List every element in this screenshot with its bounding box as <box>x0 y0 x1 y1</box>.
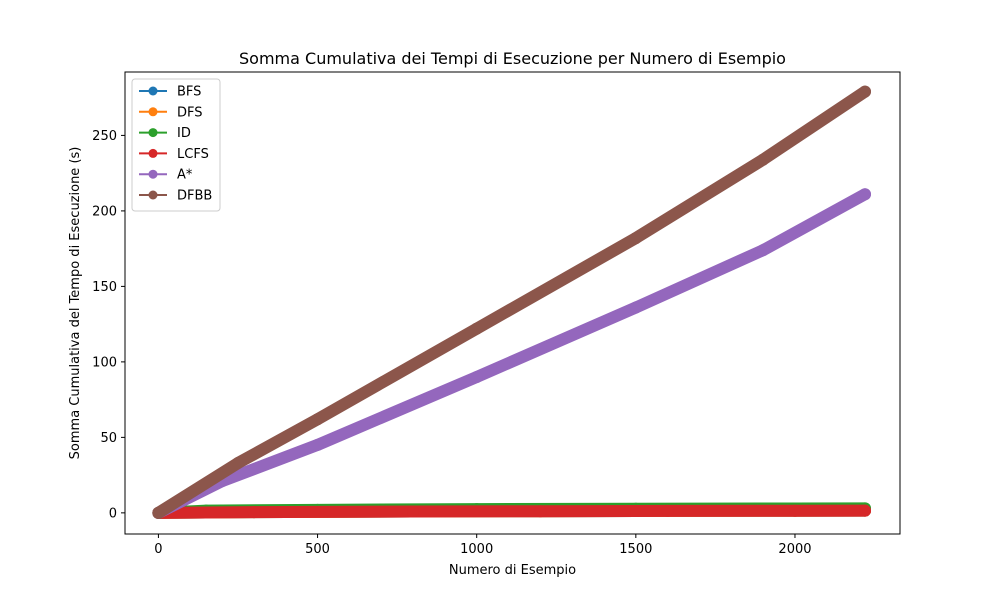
legend-swatch-marker <box>148 148 158 158</box>
x-ticks: 0 500 1000 1500 2000 <box>154 534 812 557</box>
data-point <box>629 232 642 245</box>
legend-item: DFBB <box>139 189 212 204</box>
legend-item: ID <box>139 126 191 141</box>
legend: BFS DFS ID LCFS A* DFBB <box>131 78 221 212</box>
data-point <box>247 506 260 519</box>
legend-label: DFS <box>177 105 203 120</box>
plot-frame <box>124 71 901 535</box>
y-tick-label: 0 <box>109 506 117 521</box>
data-point <box>152 506 165 519</box>
y-tick-label: 200 <box>92 204 117 219</box>
x-axis-label: Numero di Esempio <box>449 563 576 578</box>
legend-label: BFS <box>177 85 201 100</box>
data-point <box>858 504 871 517</box>
y-tick-label: 50 <box>100 431 117 446</box>
legend-item: DFS <box>139 105 203 120</box>
y-axis-label: Somma Cumulativa del Tempo di Esecuzione… <box>68 147 83 460</box>
series-layer <box>152 85 871 519</box>
data-point <box>757 244 770 257</box>
data-point <box>661 504 674 517</box>
data-point <box>788 504 801 517</box>
legend-item: BFS <box>139 85 201 100</box>
data-point <box>534 505 547 518</box>
legend-swatch-marker <box>148 128 158 138</box>
x-tick-label: 1000 <box>460 542 493 557</box>
y-tick-label: 100 <box>92 355 117 370</box>
data-point <box>470 322 483 335</box>
data-point <box>311 413 324 426</box>
legend-item: LCFS <box>139 147 209 162</box>
series-a- <box>152 188 871 519</box>
series-lcfs <box>152 504 871 519</box>
legend-label: LCFS <box>177 147 209 162</box>
series-line <box>152 188 871 519</box>
data-point <box>311 438 324 451</box>
legend-label: A* <box>177 168 193 183</box>
data-point <box>407 505 420 518</box>
legend-item: A* <box>139 168 193 183</box>
y-tick-label: 250 <box>92 129 117 144</box>
data-point <box>757 153 770 166</box>
series-line <box>152 504 871 519</box>
x-tick-label: 2000 <box>778 542 811 557</box>
data-point <box>858 85 871 98</box>
legend-swatch-marker <box>148 190 158 200</box>
legend-swatch-marker <box>148 86 158 96</box>
legend-swatch-marker <box>148 169 158 179</box>
legend-label: ID <box>177 126 191 141</box>
data-point <box>470 370 483 383</box>
data-point <box>231 457 244 470</box>
y-ticks: 0 50 100 150 200 250 <box>92 129 125 521</box>
series-dfbb <box>152 85 871 519</box>
data-point <box>858 188 871 201</box>
data-point <box>629 301 642 314</box>
x-tick-label: 1500 <box>619 542 652 557</box>
series-line <box>152 85 871 519</box>
chart-title: Somma Cumulativa dei Tempi di Esecuzione… <box>239 49 786 68</box>
x-tick-label: 0 <box>154 542 162 557</box>
x-tick-label: 500 <box>305 542 330 557</box>
legend-label: DFBB <box>177 189 212 204</box>
legend-swatch-marker <box>148 107 158 117</box>
y-tick-label: 150 <box>92 280 117 295</box>
